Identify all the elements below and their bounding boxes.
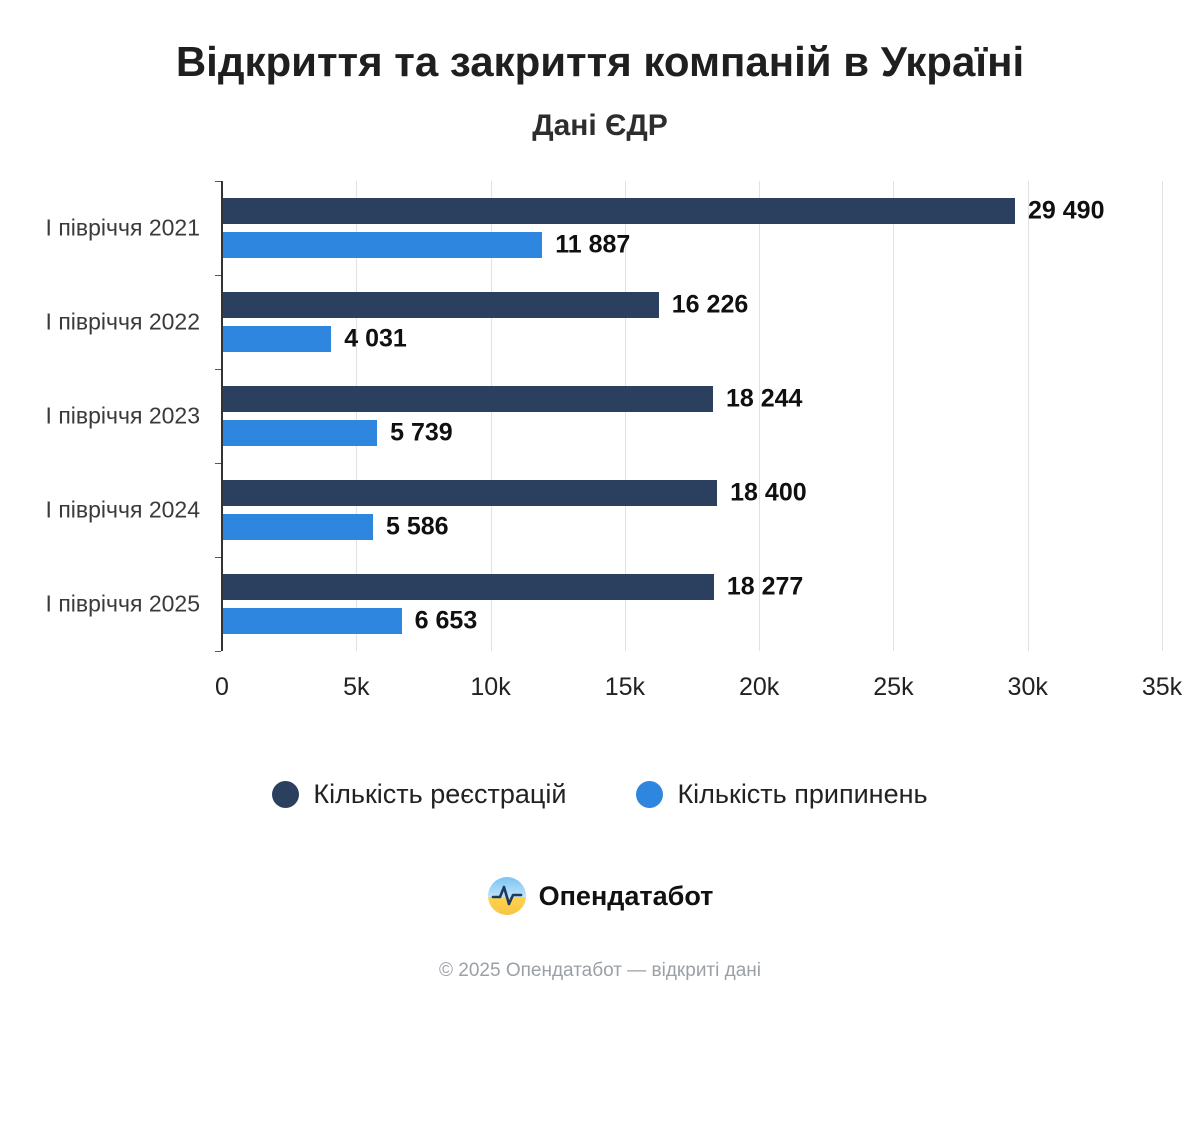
gridline (1027, 181, 1029, 652)
page-subtitle: Дані ЄДР (532, 109, 668, 143)
registrations-bar (223, 292, 659, 319)
terminations-bar (223, 420, 378, 447)
brand-name: Опендатабот (538, 880, 714, 911)
gridline (893, 181, 895, 652)
bar-value-label: 11 887 (555, 230, 631, 259)
legend-item-registrations: Кількість реєстрацій (272, 779, 566, 810)
y-axis-tick (215, 275, 221, 277)
opendatabot-logo-icon (487, 876, 527, 916)
x-axis-tick-label: 20k (738, 673, 780, 702)
x-axis-tick-label: 10k (470, 673, 511, 702)
bar-value-label: 5 586 (386, 512, 449, 541)
category-label: І півріччя 2022 (45, 308, 200, 335)
x-axis: 0 5k 10k 15k 20k 25k 30k 35k (0, 651, 1200, 711)
y-axis-tick (215, 557, 221, 559)
y-axis-tick (215, 181, 221, 183)
bar-value-label: 16 226 (671, 290, 749, 319)
bar-value-label: 18 400 (730, 478, 807, 507)
gridline (759, 181, 761, 652)
bar-value-label: 5 739 (390, 418, 453, 447)
legend-item-terminations: Кількість припинень (636, 779, 928, 810)
x-axis-tick-label: 25k (873, 673, 914, 702)
registrations-dot-icon (272, 781, 300, 809)
registrations-bar (223, 386, 713, 413)
category-label: І півріччя 2024 (45, 496, 200, 523)
y-axis-tick (215, 651, 221, 653)
terminations-bar (223, 232, 543, 259)
brand-row: Опендатабот (0, 876, 1200, 916)
gridline (356, 181, 358, 652)
category-label: І півріччя 2023 (45, 402, 200, 429)
x-axis-tick-label: 0 (215, 673, 229, 702)
category-label: І півріччя 2021 (45, 214, 200, 241)
terminations-dot-icon (636, 781, 664, 809)
bar-value-label: 6 653 (414, 606, 478, 635)
bar-value-label: 18 244 (725, 384, 803, 413)
bar-value-label: 4 031 (344, 324, 407, 353)
category-label: І півріччя 2025 (45, 590, 200, 617)
terminations-bar (223, 608, 402, 635)
legend-label-terminations: Кількість припинень (677, 779, 928, 810)
page-title: Відкриття та закриття компаній в Україні (175, 38, 1025, 85)
terminations-bar (223, 326, 332, 353)
y-axis-tick (215, 369, 221, 371)
x-axis-tick-label: 35k (1141, 673, 1183, 702)
bar-chart: І півріччя 2021 29 490 11 887 І півріччя 20… (0, 181, 1200, 721)
plot-area: І півріччя 2021 29 490 11 887 І півріччя 20… (0, 181, 1200, 653)
gridline (490, 181, 492, 652)
legend: Кількість реєстрацій Кількість припинень (0, 779, 1200, 810)
terminations-bar (223, 514, 374, 541)
gridline (624, 181, 626, 652)
bar-value-label: 18 277 (726, 572, 804, 601)
copyright-text: © 2025 Опендатабот — відкриті дані (439, 960, 761, 982)
registrations-bar (223, 198, 1016, 225)
gridline (1162, 181, 1163, 652)
y-axis-tick (215, 463, 221, 465)
y-axis-line (221, 181, 223, 652)
bar-value-label: 29 490 (1028, 196, 1105, 225)
registrations-bar (223, 574, 714, 601)
x-axis-tick-label: 15k (604, 673, 645, 702)
legend-label-registrations: Кількість реєстрацій (313, 779, 567, 810)
x-axis-tick-label: 5k (343, 673, 370, 702)
registrations-bar (223, 480, 718, 507)
x-axis-tick-label: 30k (1007, 673, 1048, 702)
infographic-page: Відкриття та закриття компаній в Україні… (0, 34, 1200, 1134)
